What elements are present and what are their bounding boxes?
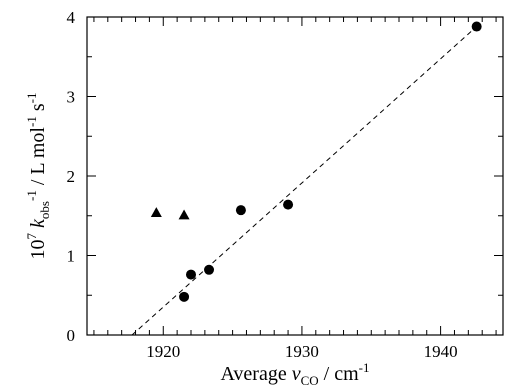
triangle-point [178,209,190,220]
y-tick-label: 3 [67,88,76,107]
x-tick-label: 1940 [424,342,458,361]
y-axis-title: 107 kobs-1 / L mol-1 s-1 [24,93,52,260]
circle-point [186,269,196,280]
plot-frame [86,16,504,336]
circle-point [283,199,294,210]
y-tick-label: 2 [67,167,76,186]
data-points [150,21,482,302]
x-axis-title: Average νCO / cm-1 [220,360,369,386]
circle-point [471,21,482,32]
fit-line [131,26,477,336]
fit-line-group [131,26,477,336]
circle-point [235,205,246,216]
axis-ticks [87,16,503,336]
triangle-point [150,207,162,217]
y-tick-label: 1 [67,247,76,266]
tick-labels: 1920 1930 1940 0 1 2 3 4 [67,8,458,361]
circle-point [204,264,215,275]
x-tick-label: 1920 [146,342,180,361]
x-tick-label: 1930 [285,342,319,361]
y-tick-label: 4 [67,8,76,27]
circle-point [179,291,190,302]
y-tick-label: 0 [67,326,76,345]
